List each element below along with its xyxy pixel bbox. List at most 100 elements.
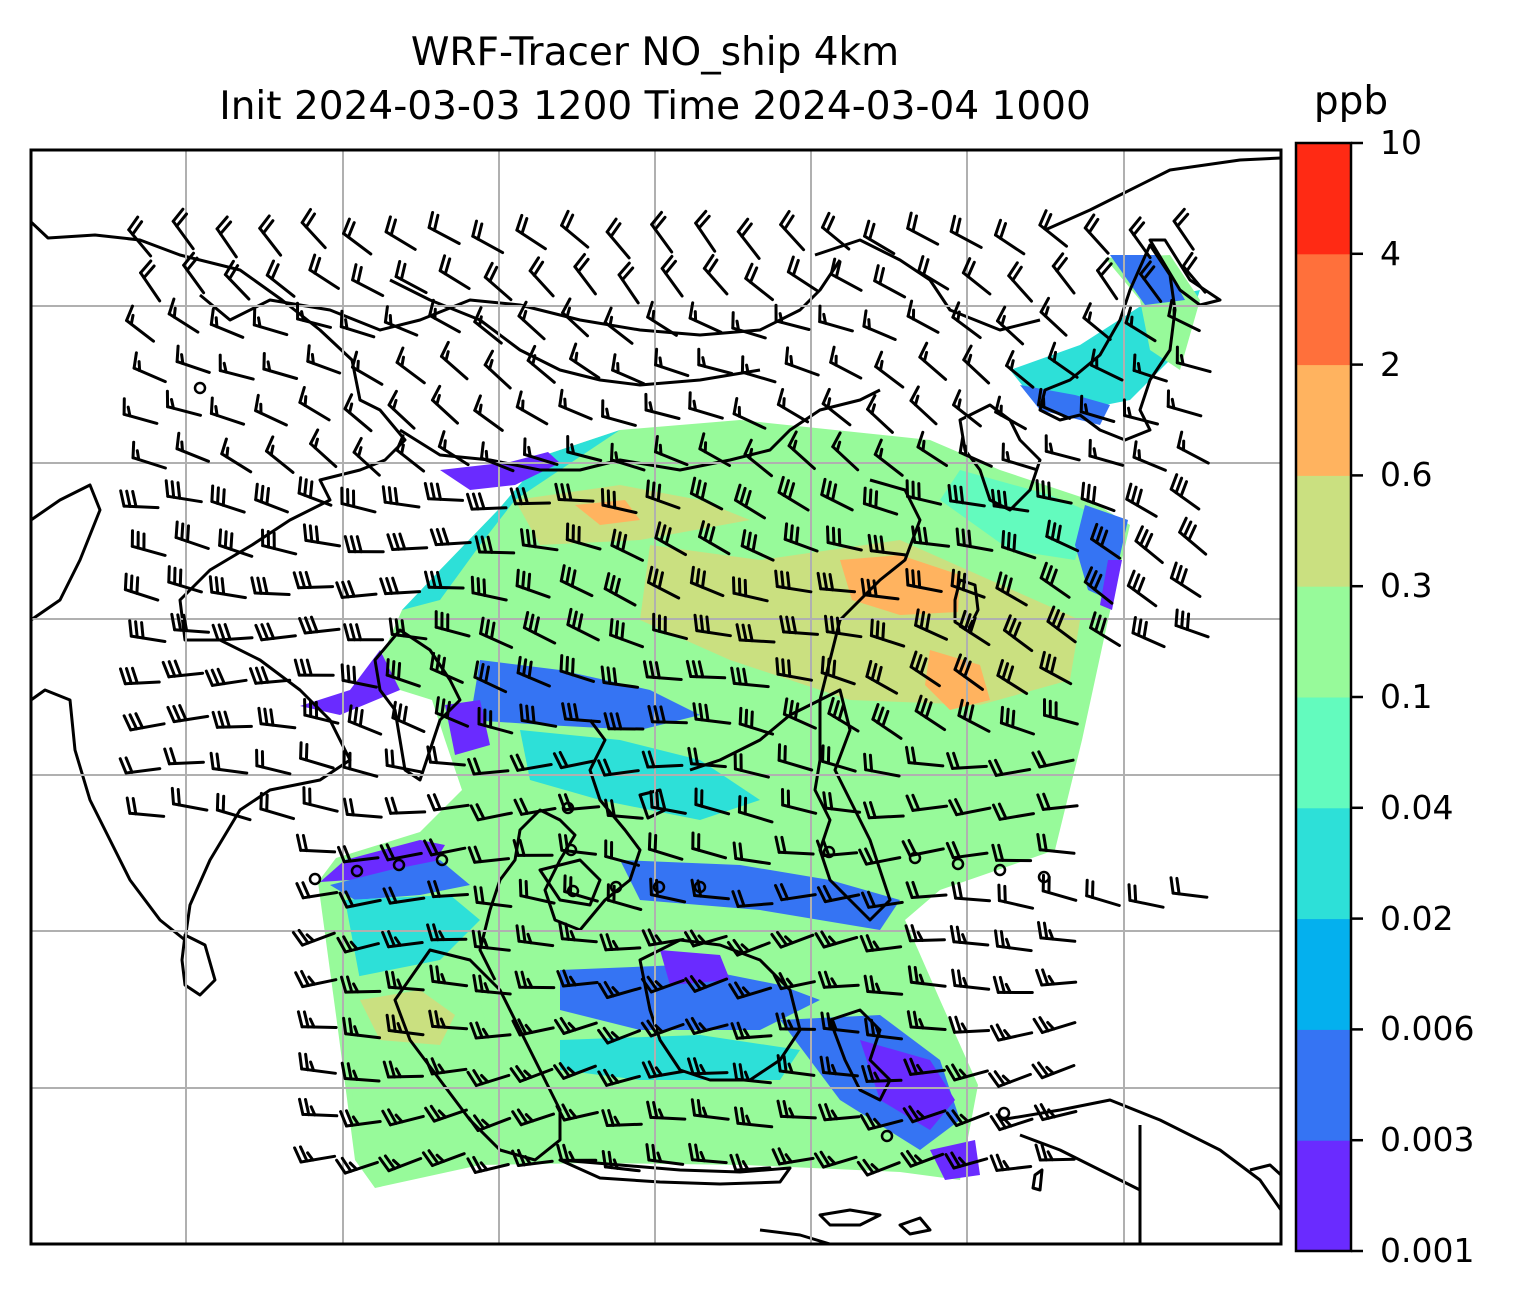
wind-barb [774, 303, 811, 331]
wind-barb [873, 438, 904, 477]
wind-barb [467, 1114, 512, 1132]
wind-barb [732, 397, 767, 430]
wind-barb [996, 305, 1025, 346]
wind-barb [515, 390, 549, 426]
wind-barb [863, 752, 901, 778]
wind-barb [819, 1055, 859, 1078]
wind-barb [254, 393, 288, 427]
wind-barb [335, 580, 378, 599]
wind-barb [862, 309, 897, 341]
wind-barb [909, 650, 941, 688]
tracer-zone-korea-high [575, 500, 640, 525]
wind-barb [565, 522, 602, 551]
wind-barb [988, 1070, 1032, 1088]
border-tibet [199, 259, 842, 337]
wind-barb [1003, 614, 1034, 653]
wind-barb [950, 568, 986, 599]
wind-barb [916, 430, 948, 467]
wind-barb [604, 839, 640, 867]
wind-barb [379, 843, 423, 862]
wind-barb [906, 1010, 947, 1031]
wind-barb [342, 1016, 381, 1040]
wind-barb [426, 793, 470, 812]
wind-barb [428, 1009, 469, 1031]
coastline-timor [818, 1208, 932, 1236]
calm-circle [564, 843, 578, 857]
coastline-australia-north [759, 1163, 1281, 1244]
wind-barb [125, 304, 155, 343]
tracer-zone-malacca [345, 895, 480, 980]
wind-barb [687, 746, 727, 769]
wind-barb [734, 1106, 774, 1129]
wind-barb [381, 930, 424, 949]
wind-barb [816, 571, 856, 594]
wind-barb [391, 700, 426, 733]
wind-barb [905, 793, 949, 812]
wind-barb [218, 353, 255, 381]
wind-barb [871, 703, 903, 740]
wind-barb [552, 751, 597, 770]
wind-barb [1134, 525, 1164, 564]
wind-barb [469, 1021, 512, 1040]
wind-barb [566, 607, 600, 642]
wind-barb [514, 970, 556, 990]
wind-barb [429, 527, 472, 547]
wind-barb [470, 575, 508, 602]
wind-barb [786, 255, 819, 292]
wind-barb [863, 801, 905, 820]
wind-barb [644, 392, 681, 420]
wind-barb [957, 698, 991, 733]
wind-barb [995, 571, 1028, 607]
wind-barb [1005, 350, 1035, 389]
wind-barb [652, 612, 688, 641]
wind-barb [604, 798, 644, 820]
wind-barb [383, 305, 419, 337]
wind-barb [744, 262, 774, 302]
wind-barb [1045, 519, 1080, 553]
map-title-line2: Init 2024-03-03 1200 Time 2024-03-04 100… [219, 84, 1091, 129]
tracer-zone-scs-channel [620, 860, 900, 930]
wind-barb [781, 788, 818, 815]
wind-barb [1132, 353, 1168, 383]
coastline-gulf-thailand [538, 858, 602, 907]
wind-barb [816, 885, 861, 904]
wind-barb [296, 1010, 338, 1029]
wind-barb [991, 843, 1033, 863]
wind-barb [296, 301, 332, 329]
wind-barb [558, 921, 598, 944]
wind-barb [909, 385, 938, 426]
wind-barb [255, 748, 292, 776]
wind-barb [1169, 473, 1201, 511]
wind-barb [1176, 430, 1210, 465]
wind-barb [640, 975, 685, 994]
wind-barb [220, 437, 253, 474]
colorbar-tick-label: 0.1 [1380, 677, 1433, 716]
wind-barb [434, 696, 470, 728]
wind-barb [735, 623, 776, 644]
wind-barb [654, 521, 687, 557]
wind-barb [131, 440, 167, 470]
wind-barb [907, 965, 947, 988]
wind-barb [603, 712, 645, 731]
wind-barb [684, 929, 728, 948]
wind-barb [1046, 605, 1077, 644]
wind-barb [1172, 207, 1195, 251]
wind-barb [424, 1057, 468, 1076]
wind-barb [265, 259, 296, 298]
wind-barb [1128, 216, 1152, 260]
calm-circle [997, 1106, 1011, 1120]
colorbar-tick-label: 0.006 [1380, 1009, 1475, 1049]
wind-barb [297, 476, 333, 507]
wind-barb [917, 255, 950, 291]
wind-barb [774, 835, 815, 856]
wind-barb [437, 430, 470, 467]
wind-barb [992, 975, 1034, 994]
wind-barb [821, 211, 851, 251]
wind-barb [477, 706, 514, 735]
colorbar-segment [1296, 918, 1351, 1030]
wind-barb [818, 304, 854, 333]
map-plot-area [31, 150, 1281, 1244]
calm-circle [308, 872, 322, 886]
wind-barb [295, 881, 339, 900]
wind-barb [515, 213, 547, 251]
